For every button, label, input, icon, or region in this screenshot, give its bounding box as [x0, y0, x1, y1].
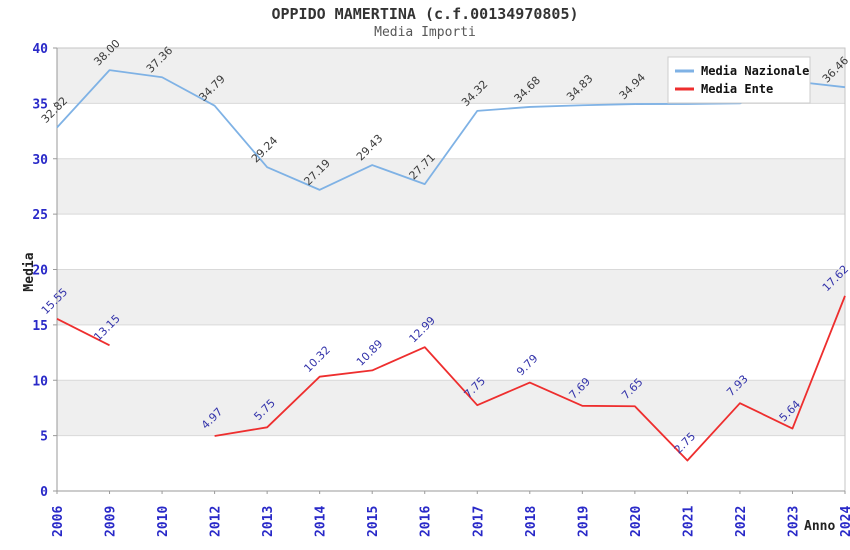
y-tick-label: 10 — [32, 374, 48, 389]
legend-label: Media Ente — [701, 82, 773, 96]
chart-title: OPPIDO MAMERTINA (c.f.00134970805) — [271, 5, 579, 23]
x-tick-label: 2015 — [366, 506, 381, 537]
data-label: 10.32 — [301, 343, 332, 374]
plot-band — [57, 380, 845, 436]
x-tick-label: 2017 — [471, 506, 486, 537]
data-label: 9.79 — [514, 352, 541, 379]
y-tick-label: 20 — [32, 264, 48, 279]
x-tick-label: 2018 — [524, 506, 539, 537]
chart-subtitle: Media Importi — [374, 25, 476, 40]
x-tick-label: 2021 — [681, 506, 696, 537]
series-line-media-nazionale — [56, 69, 846, 191]
x-axis-title: Anno — [804, 519, 835, 534]
legend-box — [667, 56, 811, 104]
series-line-media-ente — [56, 317, 110, 347]
x-tick-label: 2020 — [629, 506, 644, 537]
x-tick-label: 2012 — [209, 506, 224, 537]
x-tick-label: 2016 — [419, 506, 434, 537]
series-line-media-ente — [214, 295, 846, 462]
x-tick-label: 2013 — [261, 506, 276, 537]
y-tick-label: 15 — [32, 319, 48, 334]
plot-band — [57, 269, 845, 325]
x-tick-label: 2010 — [156, 506, 171, 537]
plot-band — [57, 158, 845, 215]
legend-label: Media Nazionale — [701, 64, 809, 78]
y-tick-label: 35 — [32, 97, 48, 112]
x-tick-label: 2022 — [734, 506, 749, 537]
y-tick-label: 0 — [40, 485, 48, 500]
x-tick-label: 2023 — [786, 506, 801, 537]
y-tick-label: 30 — [32, 153, 48, 168]
x-tick-label: 2019 — [576, 506, 591, 537]
y-axis-title: Media — [22, 252, 37, 291]
x-tick-label: 2024 — [839, 506, 850, 537]
x-tick-label: 2014 — [314, 506, 329, 537]
data-label: 10.89 — [354, 337, 385, 368]
y-tick-label: 5 — [40, 430, 48, 445]
x-tick-label: 2009 — [104, 506, 119, 537]
y-tick-label: 40 — [32, 42, 48, 57]
x-tick-label: 2006 — [51, 506, 66, 537]
y-tick-label: 25 — [32, 208, 48, 223]
